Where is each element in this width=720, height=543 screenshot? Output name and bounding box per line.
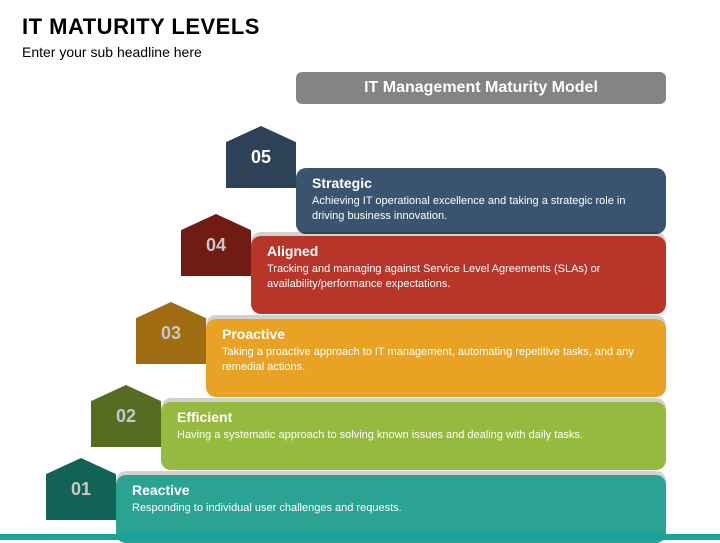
level-name: Aligned bbox=[267, 243, 650, 259]
level-body: Proactive Taking a proactive approach to … bbox=[206, 319, 666, 397]
level-name: Proactive bbox=[222, 326, 650, 342]
level-desc: Having a systematic approach to solving … bbox=[177, 428, 650, 443]
level-number: 03 bbox=[161, 323, 181, 344]
level-name: Reactive bbox=[132, 482, 650, 498]
level-desc: Tracking and managing against Service Le… bbox=[267, 262, 650, 292]
level-number: 01 bbox=[71, 479, 91, 500]
level-body: Efficient Having a systematic approach to… bbox=[161, 402, 666, 470]
slide-header: IT MATURITY LEVELS Enter your sub headli… bbox=[0, 0, 720, 66]
level-desc: Responding to individual user challenges… bbox=[132, 501, 650, 516]
slide-subtitle: Enter your sub headline here bbox=[22, 44, 698, 60]
level-badge: 01 bbox=[46, 458, 116, 520]
level-badge: 05 bbox=[226, 126, 296, 188]
level-name: Strategic bbox=[312, 175, 650, 191]
level-body: Aligned Tracking and managing against Ser… bbox=[251, 236, 666, 314]
level-desc: Taking a proactive approach to IT manage… bbox=[222, 345, 650, 375]
slide-title: IT MATURITY LEVELS bbox=[22, 14, 698, 40]
level-number: 02 bbox=[116, 406, 136, 427]
level-desc: Achieving IT operational excellence and … bbox=[312, 194, 650, 224]
level-name: Efficient bbox=[177, 409, 650, 425]
level-badge: 02 bbox=[91, 385, 161, 447]
footer-accent-bar bbox=[0, 534, 720, 540]
level-number: 05 bbox=[251, 147, 271, 168]
level-body: Reactive Responding to individual user ch… bbox=[116, 475, 666, 543]
model-title: IT Management Maturity Model bbox=[296, 72, 666, 104]
level-number: 04 bbox=[206, 235, 226, 256]
level-badge: 03 bbox=[136, 302, 206, 364]
level-badge: 04 bbox=[181, 214, 251, 276]
level-body: Strategic Achieving IT operational excell… bbox=[296, 168, 666, 234]
